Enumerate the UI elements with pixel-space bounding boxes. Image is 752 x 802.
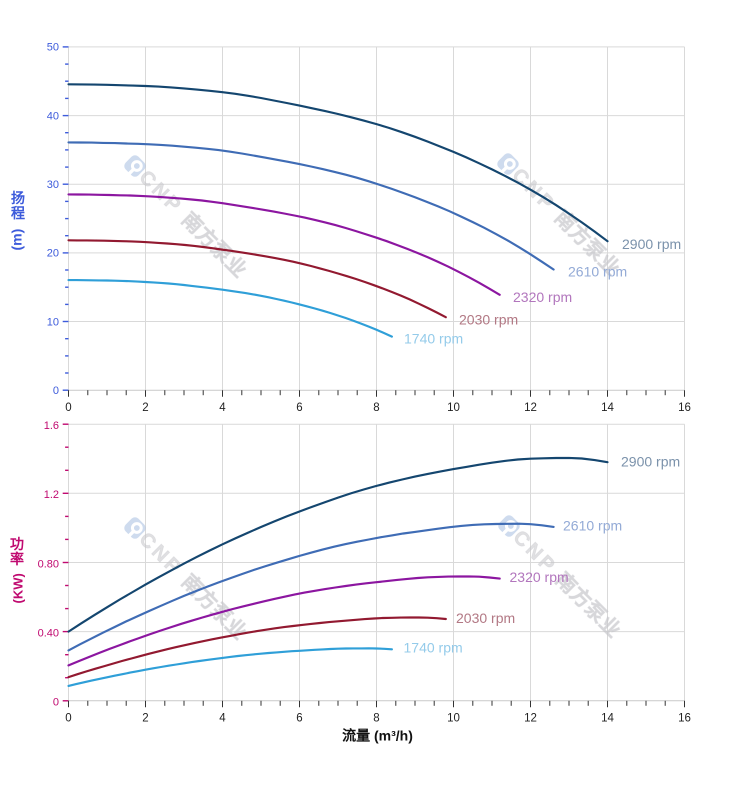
svg-text:1.2: 1.2: [44, 489, 59, 501]
svg-text:2: 2: [142, 713, 148, 725]
svg-text:16: 16: [678, 402, 691, 414]
svg-text:流量 (m³/h): 流量 (m³/h): [342, 728, 413, 744]
svg-text:2900 rpm: 2900 rpm: [622, 236, 681, 252]
svg-text:14: 14: [601, 713, 614, 725]
svg-text:4: 4: [219, 402, 226, 414]
svg-text:程: 程: [11, 205, 25, 221]
svg-text:20: 20: [47, 248, 59, 260]
svg-text:扬: 扬: [11, 190, 25, 206]
svg-text:0: 0: [65, 713, 71, 725]
svg-text:10: 10: [447, 713, 460, 725]
svg-text:12: 12: [524, 402, 537, 414]
svg-text:0: 0: [53, 385, 59, 397]
svg-text:(KW): (KW): [11, 573, 26, 603]
svg-text:0.40: 0.40: [38, 628, 59, 640]
svg-text:10: 10: [47, 316, 59, 328]
svg-text:率: 率: [10, 551, 24, 567]
svg-text:1740 rpm: 1740 rpm: [404, 640, 463, 656]
svg-text:30: 30: [47, 179, 59, 191]
svg-text:2320 rpm: 2320 rpm: [513, 289, 572, 305]
svg-text:6: 6: [296, 713, 302, 725]
svg-text:1740 rpm: 1740 rpm: [404, 331, 463, 347]
svg-text:12: 12: [524, 713, 537, 725]
svg-text:0: 0: [65, 402, 71, 414]
svg-text:1.6: 1.6: [44, 420, 59, 432]
svg-text:2610 rpm: 2610 rpm: [563, 518, 622, 534]
svg-text:40: 40: [47, 110, 59, 122]
svg-text:2900 rpm: 2900 rpm: [621, 454, 680, 470]
svg-text:0: 0: [53, 697, 59, 709]
svg-text:0.80: 0.80: [38, 558, 59, 570]
svg-text:50: 50: [47, 42, 59, 54]
svg-text:2030 rpm: 2030 rpm: [456, 610, 515, 626]
svg-text:2610 rpm: 2610 rpm: [568, 264, 627, 280]
svg-text:8: 8: [373, 713, 379, 725]
svg-text:14: 14: [601, 402, 614, 414]
svg-text:10: 10: [447, 402, 460, 414]
svg-text:6: 6: [296, 402, 302, 414]
svg-text:4: 4: [219, 713, 226, 725]
svg-text:(m): (m): [9, 229, 25, 251]
svg-text:功: 功: [10, 536, 24, 552]
svg-text:2320 rpm: 2320 rpm: [510, 569, 569, 585]
svg-text:16: 16: [678, 713, 691, 725]
svg-text:2030 rpm: 2030 rpm: [459, 312, 518, 328]
svg-text:2: 2: [142, 402, 148, 414]
svg-text:8: 8: [373, 402, 379, 414]
